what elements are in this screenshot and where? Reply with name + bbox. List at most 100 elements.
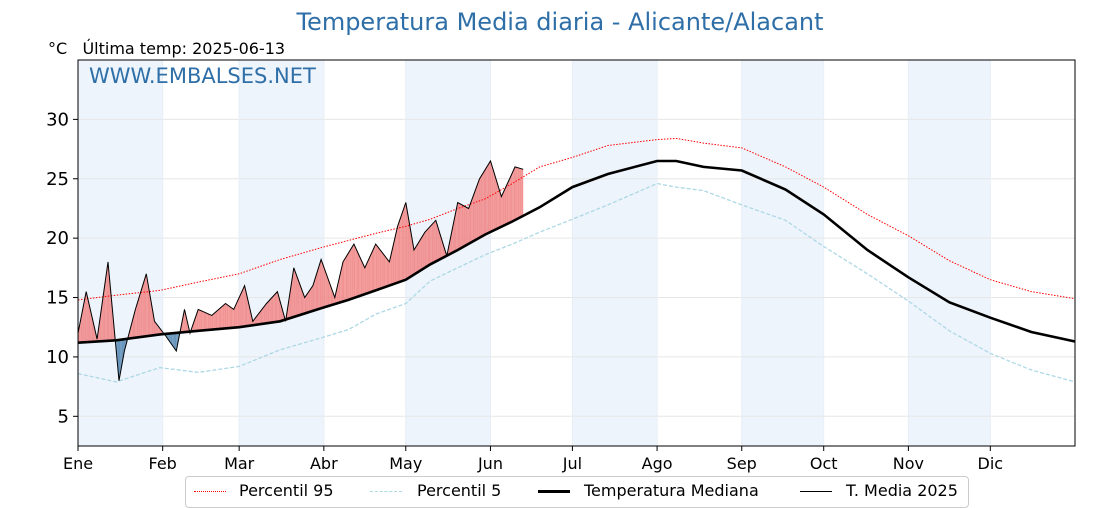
fill-above-median xyxy=(217,309,218,329)
fill-above-median xyxy=(419,239,420,271)
fill-above-median xyxy=(141,287,142,337)
legend-median-swatch xyxy=(538,490,570,493)
fill-above-median xyxy=(219,308,220,329)
fill-above-median xyxy=(421,237,422,271)
fill-above-median xyxy=(376,244,377,290)
fill-above-median xyxy=(357,250,358,297)
fill-above-median xyxy=(377,246,378,290)
fill-above-median xyxy=(139,292,140,338)
fill-above-median xyxy=(388,260,389,286)
x-tick-label: Jul xyxy=(562,454,582,473)
fill-above-median xyxy=(230,306,231,328)
fill-above-median xyxy=(306,294,307,313)
fill-above-median xyxy=(402,210,403,281)
fill-above-median xyxy=(400,214,401,281)
x-tick-label: May xyxy=(389,454,422,473)
x-tick-label: Ago xyxy=(642,454,673,473)
fill-above-median xyxy=(381,251,382,288)
fill-above-median xyxy=(480,177,481,238)
x-tick-label: Oct xyxy=(810,454,838,473)
fill-above-median xyxy=(316,273,317,310)
y-tick-label: 5 xyxy=(58,406,69,427)
legend-media2025-swatch xyxy=(800,491,832,492)
fill-above-median xyxy=(515,167,516,220)
fill-above-median xyxy=(396,226,397,283)
fill-above-median xyxy=(433,222,434,263)
fill-above-median xyxy=(469,205,470,244)
fill-above-median xyxy=(380,249,381,289)
fill-above-median xyxy=(398,222,399,282)
fill-above-median xyxy=(298,279,299,316)
fill-above-median xyxy=(355,247,356,297)
fill-above-median xyxy=(310,288,311,312)
fill-above-median xyxy=(385,257,386,287)
fill-above-median xyxy=(275,293,276,322)
fill-above-median xyxy=(365,265,366,294)
fill-above-median xyxy=(415,246,416,274)
fill-above-median xyxy=(354,244,355,298)
x-tick-label: Sep xyxy=(727,454,757,473)
y-tick-label: 15 xyxy=(46,288,69,309)
fill-above-median xyxy=(462,205,463,248)
fill-above-median xyxy=(378,248,379,290)
fill-above-median xyxy=(216,311,217,330)
fill-above-median xyxy=(362,262,363,295)
fill-above-median xyxy=(348,251,349,300)
fill-above-median xyxy=(297,275,298,316)
fill-above-median xyxy=(510,176,511,223)
fill-above-median xyxy=(309,290,310,313)
fill-above-median xyxy=(507,182,508,224)
fill-above-median xyxy=(372,250,373,292)
y-tick-label: 10 xyxy=(46,347,69,368)
fill-above-median xyxy=(344,257,345,301)
fill-above-median xyxy=(272,296,273,322)
fill-above-median xyxy=(358,253,359,297)
fill-above-median xyxy=(198,309,199,330)
fill-above-median xyxy=(317,268,318,309)
fill-above-median xyxy=(424,232,425,268)
fill-above-median xyxy=(215,312,216,330)
fill-above-median xyxy=(422,234,423,269)
fill-above-median xyxy=(321,260,322,309)
y-tick-label: 25 xyxy=(46,169,69,190)
fill-above-median xyxy=(138,296,139,337)
fill-above-median xyxy=(463,205,464,246)
fill-above-median xyxy=(312,286,313,312)
y-tick-label: 20 xyxy=(46,228,69,249)
fill-above-median xyxy=(343,260,344,302)
fill-above-median xyxy=(320,260,321,309)
fill-above-median xyxy=(395,232,396,283)
fill-above-median xyxy=(353,244,354,298)
fill-above-median xyxy=(144,278,145,336)
fill-above-median xyxy=(384,255,385,288)
fill-above-median xyxy=(511,173,512,222)
fill-above-median xyxy=(383,253,384,288)
month-band xyxy=(742,60,824,446)
fill-above-median xyxy=(269,299,270,323)
fill-above-median xyxy=(495,174,496,230)
fill-above-median xyxy=(514,167,515,221)
fill-above-median xyxy=(223,305,224,329)
fill-above-median xyxy=(145,274,146,337)
fill-above-median xyxy=(417,243,418,273)
fill-above-median xyxy=(221,306,222,329)
fill-above-median xyxy=(466,207,467,245)
fill-above-median xyxy=(231,307,232,328)
fill-above-median xyxy=(359,256,360,296)
month-band xyxy=(78,60,163,446)
fill-below-median xyxy=(175,333,176,351)
fill-above-median xyxy=(299,283,300,316)
x-tick-label: Abr xyxy=(310,454,338,473)
x-tick-label: Mar xyxy=(224,454,255,473)
fill-above-median xyxy=(467,208,468,245)
fill-above-median xyxy=(366,262,367,294)
fill-above-median xyxy=(142,283,143,337)
fill-above-median xyxy=(430,225,431,264)
fill-above-median xyxy=(501,194,502,227)
y-tick-label: 30 xyxy=(46,109,69,130)
legend: Percentil 95 Percentil 5 Temperatura Med… xyxy=(185,476,969,508)
fill-above-median xyxy=(107,262,108,341)
fill-above-median xyxy=(490,161,491,232)
fill-above-median xyxy=(484,170,485,236)
fill-above-median xyxy=(213,313,214,330)
